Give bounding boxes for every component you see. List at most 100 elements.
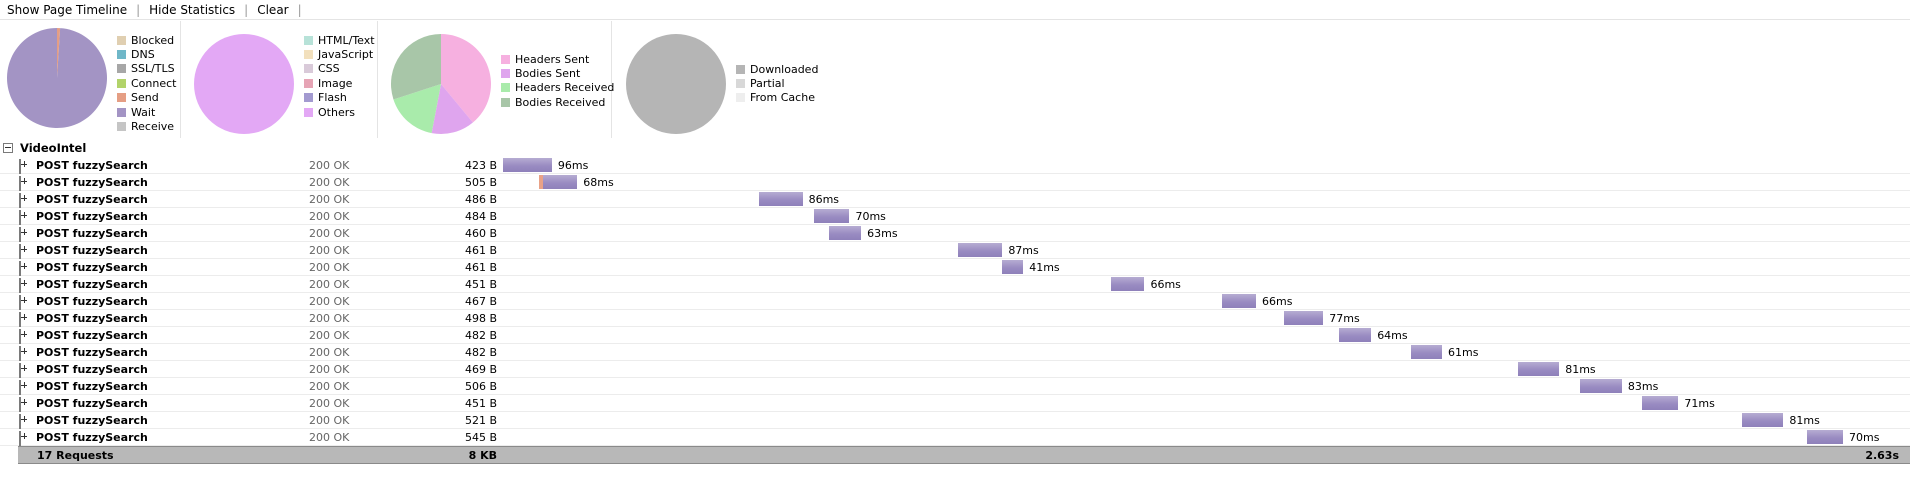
request-timeline[interactable]: 70ms [503, 208, 1903, 224]
expand-icon[interactable] [19, 397, 21, 412]
expand-icon[interactable] [19, 278, 21, 293]
request-size: 451 B [464, 397, 497, 410]
clear-button[interactable]: Clear [257, 2, 289, 17]
expand-icon[interactable] [19, 193, 21, 208]
request-row[interactable]: POST fuzzySearch 200 OK 451 B 66ms [0, 276, 1910, 293]
toolbar-separator: | [297, 2, 302, 17]
expand-icon[interactable] [19, 380, 21, 395]
request-row[interactable]: POST fuzzySearch 200 OK 423 B 96ms [0, 157, 1910, 174]
request-status: 200 OK [309, 244, 350, 257]
request-timeline[interactable]: 83ms [503, 378, 1903, 394]
request-timeline[interactable]: 68ms [503, 174, 1903, 190]
legend-item: Connect [117, 76, 176, 90]
request-timeline[interactable]: 70ms [503, 429, 1903, 445]
request-size: 451 B [464, 278, 497, 291]
request-row[interactable]: POST fuzzySearch 200 OK 467 B 66ms [0, 293, 1910, 310]
expand-icon[interactable] [19, 329, 21, 344]
wait-bar [542, 175, 578, 189]
legend-swatch [117, 93, 126, 103]
request-url: POST fuzzySearch [36, 312, 148, 325]
request-size: 423 B [464, 159, 497, 172]
expand-icon[interactable] [19, 261, 21, 276]
legend-label: Wait [131, 105, 156, 119]
expand-icon[interactable] [19, 312, 21, 327]
hide-statistics-button[interactable]: Hide Statistics [149, 2, 236, 17]
expand-icon[interactable] [19, 210, 21, 225]
expand-icon[interactable] [19, 227, 21, 242]
cache-stats: Downloaded Partial From Cache [612, 21, 832, 138]
request-row[interactable]: POST fuzzySearch 200 OK 460 B 63ms [0, 225, 1910, 242]
show-page-timeline-button[interactable]: Show Page Timeline [7, 2, 128, 17]
summary-total-time: 2.63s [1865, 449, 1899, 462]
request-timeline[interactable]: 66ms [503, 276, 1903, 292]
expand-icon[interactable] [19, 244, 21, 259]
request-row[interactable]: POST fuzzySearch 200 OK 484 B 70ms [0, 208, 1910, 225]
duration-label: 77ms [1329, 312, 1360, 325]
request-timeline[interactable]: 63ms [503, 225, 1903, 241]
legend-swatch [501, 83, 510, 93]
duration-label: 70ms [1849, 431, 1880, 444]
request-status: 200 OK [309, 210, 350, 223]
request-row[interactable]: POST fuzzySearch 200 OK 461 B 87ms [0, 242, 1910, 259]
legend-swatch [501, 54, 510, 64]
request-timeline[interactable]: 87ms [503, 242, 1903, 258]
expand-icon[interactable] [19, 363, 21, 378]
expand-icon[interactable] [19, 346, 21, 361]
request-row[interactable]: POST fuzzySearch 200 OK 451 B 71ms [0, 395, 1910, 412]
request-row[interactable]: POST fuzzySearch 200 OK 506 B 83ms [0, 378, 1910, 395]
request-timeline[interactable]: 66ms [503, 293, 1903, 309]
expand-icon[interactable] [19, 431, 21, 446]
request-row[interactable]: POST fuzzySearch 200 OK 461 B 41ms [0, 259, 1910, 276]
request-status: 200 OK [309, 176, 350, 189]
legend-item: Bodies Sent [501, 66, 614, 80]
content-type-pie-chart [194, 34, 294, 134]
toolbar-separator: | [244, 2, 249, 17]
legend-label: Flash [318, 91, 347, 105]
duration-label: 81ms [1565, 363, 1596, 376]
request-timeline[interactable]: 77ms [503, 310, 1903, 326]
wait-bar [1338, 328, 1372, 342]
request-timeline[interactable]: 61ms [503, 344, 1903, 360]
expand-icon[interactable] [19, 176, 21, 191]
request-row[interactable]: POST fuzzySearch 200 OK 505 B 68ms [0, 174, 1910, 191]
legend-item: SSL/TLS [117, 62, 176, 76]
request-status: 200 OK [309, 227, 350, 240]
duration-label: 96ms [557, 159, 589, 172]
request-row[interactable]: POST fuzzySearch 200 OK 469 B 81ms [0, 361, 1910, 378]
request-timeline[interactable]: 41ms [503, 259, 1903, 275]
request-timeline[interactable]: 96ms [503, 157, 1903, 173]
request-row[interactable]: POST fuzzySearch 200 OK 486 B 86ms [0, 191, 1910, 208]
expand-icon[interactable] [19, 159, 21, 174]
legend-swatch [117, 64, 126, 74]
collapse-icon[interactable] [3, 142, 13, 153]
legend-label: Partial [750, 77, 785, 91]
request-row[interactable]: POST fuzzySearch 200 OK 482 B 64ms [0, 327, 1910, 344]
request-url: POST fuzzySearch [36, 210, 148, 223]
request-row[interactable]: POST fuzzySearch 200 OK 545 B 70ms [0, 429, 1910, 446]
request-timeline[interactable]: 64ms [503, 327, 1903, 343]
legend-item: Partial [736, 76, 818, 90]
cache-legend: Downloaded Partial From Cache [736, 62, 818, 105]
legend-swatch [117, 122, 126, 132]
request-status: 200 OK [309, 159, 350, 172]
request-status: 200 OK [309, 346, 350, 359]
request-url: POST fuzzySearch [36, 261, 148, 274]
request-timeline[interactable]: 81ms [503, 361, 1903, 377]
legend-item: Flash [304, 91, 375, 105]
request-row[interactable]: POST fuzzySearch 200 OK 482 B 61ms [0, 344, 1910, 361]
request-row[interactable]: POST fuzzySearch 200 OK 498 B 77ms [0, 310, 1910, 327]
wait-bar [1110, 277, 1145, 291]
legend-swatch [736, 64, 745, 74]
duration-label: 83ms [1627, 380, 1659, 393]
legend-item: From Cache [736, 91, 818, 105]
expand-icon[interactable] [19, 295, 21, 310]
request-timeline[interactable]: 86ms [503, 191, 1903, 207]
request-row[interactable]: POST fuzzySearch 200 OK 521 B 81ms [0, 412, 1910, 429]
request-size: 467 B [464, 295, 497, 308]
request-timeline[interactable]: 81ms [503, 412, 1903, 428]
request-size: 486 B [464, 193, 497, 206]
request-group-header[interactable]: VideoIntel [0, 140, 86, 155]
request-timeline[interactable]: 71ms [503, 395, 1903, 411]
request-url: POST fuzzySearch [36, 346, 148, 359]
expand-icon[interactable] [19, 414, 21, 429]
